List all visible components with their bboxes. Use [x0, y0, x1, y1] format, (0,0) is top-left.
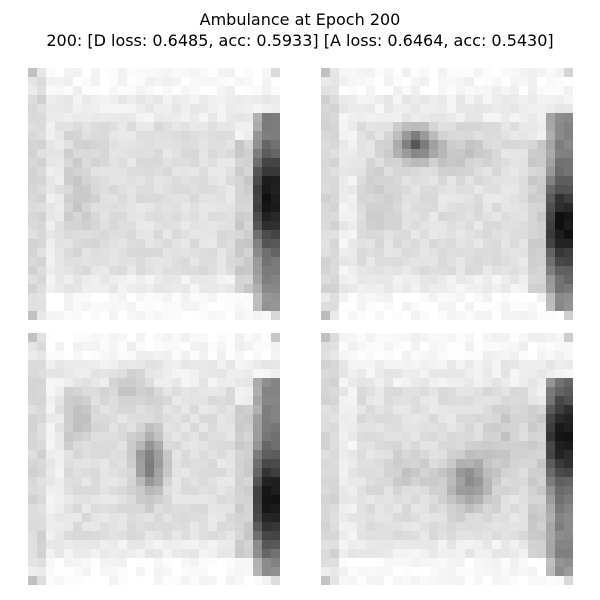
generated-image-2 — [321, 68, 573, 320]
pixel-grid — [321, 333, 573, 585]
pixel-grid — [28, 68, 280, 320]
generated-image-1 — [28, 68, 280, 320]
pixel-grid — [321, 68, 573, 320]
generated-image-3 — [28, 333, 280, 585]
figure-subtitle: 200: [D loss: 0.6485, acc: 0.5933] [A lo… — [46, 31, 554, 50]
generated-image-4 — [321, 333, 573, 585]
pixel-grid — [28, 333, 280, 585]
figure-title-block: Ambulance at Epoch 200 200: [D loss: 0.6… — [0, 9, 600, 51]
figure-title: Ambulance at Epoch 200 — [199, 10, 401, 29]
